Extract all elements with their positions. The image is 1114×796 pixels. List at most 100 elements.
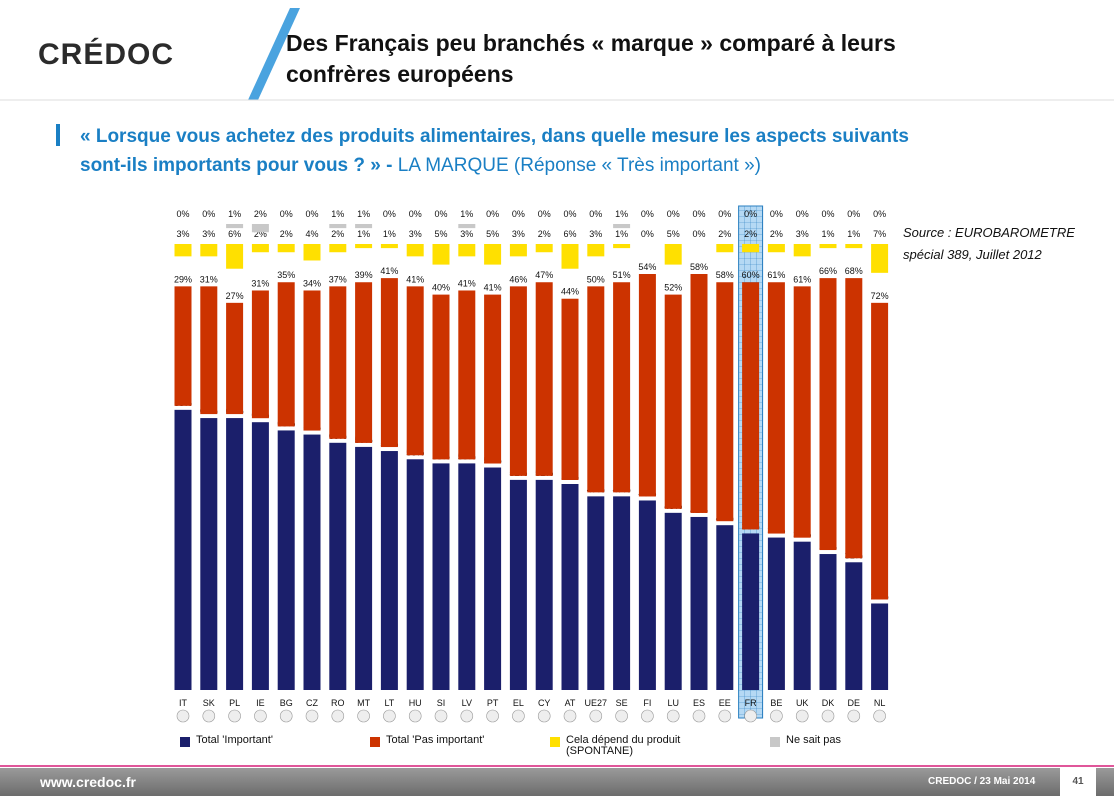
footer-url: www.credoc.fr	[40, 774, 136, 790]
value-label: 2%	[254, 209, 267, 219]
value-label: 50%	[587, 274, 605, 284]
bar-segment	[278, 282, 295, 426]
bar-segment	[484, 468, 501, 690]
bar-segment	[794, 244, 811, 256]
value-label: 0%	[176, 209, 189, 219]
value-label: 1%	[460, 209, 473, 219]
bar-segment	[200, 244, 217, 256]
x-tick-label: NL	[874, 698, 886, 708]
bar-segment	[433, 295, 450, 460]
chart: 68%29%3%0%IT66%31%3%0%SK66%27%6%1%PL65%3…	[0, 0, 1114, 796]
value-label: 1%	[847, 229, 860, 239]
source: Source : EUROBAROMETREspécial 389, Juill…	[903, 222, 1075, 266]
flag	[435, 710, 447, 722]
x-tick-label: FR	[745, 698, 757, 708]
x-tick-label: BE	[770, 698, 782, 708]
flag	[538, 710, 550, 722]
value-label: 0%	[873, 209, 886, 219]
x-tick-label: EL	[513, 698, 524, 708]
value-label: 34%	[303, 278, 321, 288]
bar-segment	[433, 244, 450, 265]
value-label: 37%	[329, 274, 347, 284]
bar-segment	[613, 282, 630, 492]
bar-segment	[252, 290, 269, 418]
bar-segment	[381, 278, 398, 447]
bar-segment	[226, 244, 243, 269]
x-tick-label: SE	[616, 698, 628, 708]
bar-segment	[226, 303, 243, 414]
bar-segment	[175, 410, 192, 690]
bar-segment	[845, 278, 862, 558]
value-label: 41%	[458, 278, 476, 288]
bar-segment	[639, 500, 656, 690]
value-label: 6%	[228, 229, 241, 239]
title-line: Des Français peu branchés « marque » com…	[286, 28, 896, 59]
bar-segment	[329, 443, 346, 690]
x-tick-label: SI	[437, 698, 446, 708]
flag	[306, 710, 318, 722]
value-label: 41%	[484, 283, 502, 293]
x-tick-label: HU	[409, 698, 422, 708]
value-label: 31%	[251, 278, 269, 288]
legend-label: Cela dépend du produit (SPONTANE)	[566, 735, 706, 757]
value-label: 2%	[770, 229, 783, 239]
bar-segment	[562, 299, 579, 480]
bar-segment	[304, 290, 321, 430]
value-label: 54%	[638, 262, 656, 272]
value-label: 1%	[615, 209, 628, 219]
flag	[590, 710, 602, 722]
flag	[358, 710, 370, 722]
bar-segment	[587, 496, 604, 690]
value-label: 61%	[767, 270, 785, 280]
flag	[874, 710, 886, 722]
value-label: 0%	[486, 209, 499, 219]
bar-segment	[665, 513, 682, 690]
bar-segment	[252, 422, 269, 690]
value-label: 3%	[460, 229, 473, 239]
legend-swatch	[550, 737, 560, 747]
bar-segment	[329, 286, 346, 438]
value-label: 3%	[409, 229, 422, 239]
flag	[487, 710, 499, 722]
value-label: 0%	[409, 209, 422, 219]
bar-segment	[355, 244, 372, 248]
bar-segment	[175, 244, 192, 256]
bar-segment	[845, 244, 862, 248]
value-label: 0%	[305, 209, 318, 219]
value-label: 60%	[742, 270, 760, 280]
value-label: 0%	[692, 229, 705, 239]
value-label: 2%	[331, 229, 344, 239]
bar-segment	[458, 463, 475, 690]
flag	[770, 710, 782, 722]
flag	[409, 710, 421, 722]
value-label: 72%	[871, 291, 889, 301]
value-label: 41%	[380, 266, 398, 276]
legend-swatch	[770, 737, 780, 747]
bar-segment	[278, 244, 295, 252]
bar-segment	[794, 286, 811, 537]
bar-segment	[820, 278, 837, 550]
bar-segment	[458, 224, 475, 228]
bar-segment	[716, 525, 733, 690]
flag	[667, 710, 679, 722]
bar-segment	[329, 224, 346, 228]
value-label: 58%	[716, 270, 734, 280]
bar-segment	[691, 274, 708, 513]
value-label: 4%	[305, 229, 318, 239]
bar-segment	[613, 244, 630, 248]
value-label: 0%	[821, 209, 834, 219]
bar-segment	[484, 295, 501, 464]
bar-segment	[355, 447, 372, 690]
question-normal: LA MARQUE (Réponse « Très important »)	[398, 155, 761, 176]
bar-segment	[536, 480, 553, 690]
x-tick-label: IT	[179, 698, 188, 708]
bar-segment	[871, 603, 888, 690]
value-label: 1%	[821, 229, 834, 239]
bar-segment	[742, 533, 759, 690]
flag	[229, 710, 241, 722]
value-label: 7%	[873, 229, 886, 239]
value-label: 3%	[589, 229, 602, 239]
x-tick-label: SK	[203, 698, 215, 708]
slide: 68%29%3%0%IT66%31%3%0%SK66%27%6%1%PL65%3…	[0, 0, 1114, 796]
bar-segment	[407, 459, 424, 690]
